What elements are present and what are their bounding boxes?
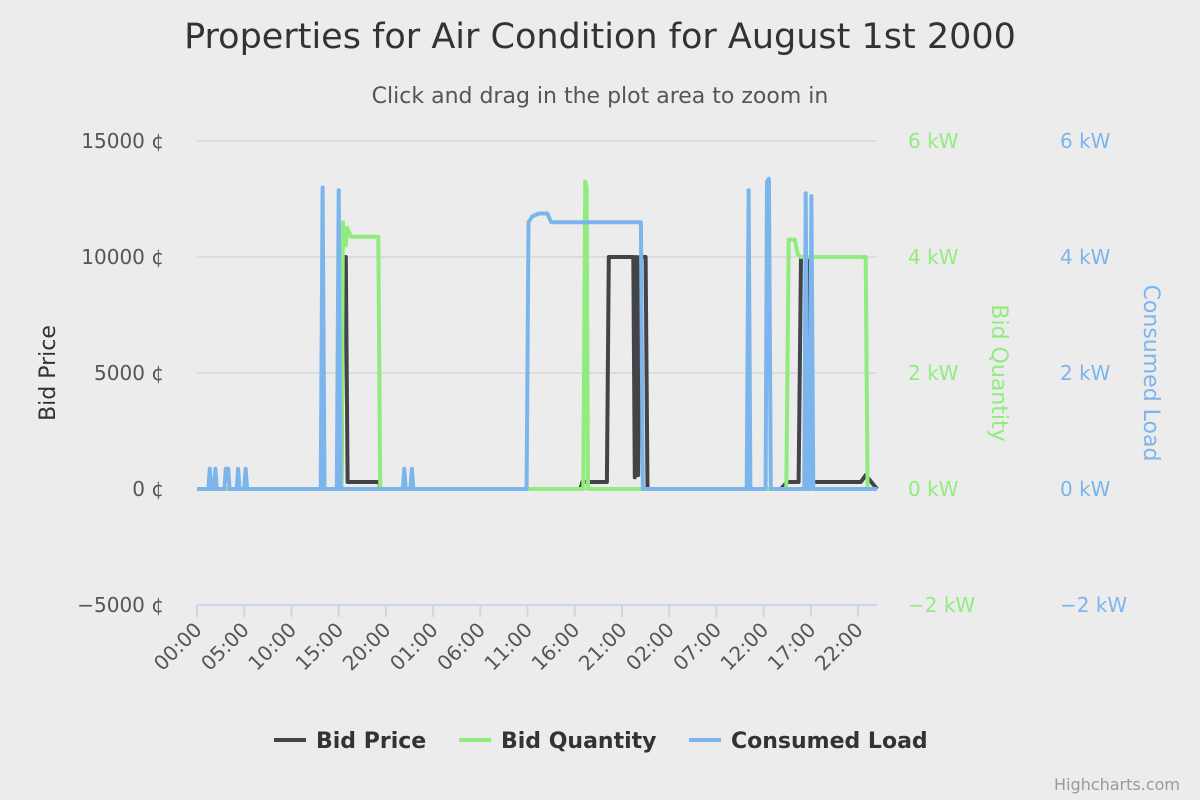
bid-quantity-tick-label: 0 kW — [908, 477, 959, 501]
series-line-consumed-load[interactable] — [197, 176, 877, 491]
bid-quantity-tick-label: 4 kW — [908, 245, 959, 269]
series-line-bid-quantity[interactable] — [197, 179, 877, 491]
legend-label-consumed-load: Consumed Load — [731, 729, 928, 754]
bid-price-tick-label: −5000 ¢ — [77, 593, 164, 617]
consumed-load-tick-label: 4 kW — [1060, 245, 1111, 269]
consumed-load-tick-label: 2 kW — [1060, 361, 1111, 385]
bid-quantity-axis-ticks: 6 kW 4 kW 2 kW 0 kW −2 kW — [908, 129, 975, 617]
consumed-load-tick-label: 0 kW — [1060, 477, 1111, 501]
consumed-load-tick-label: 6 kW — [1060, 129, 1111, 153]
legend-item-bid-quantity[interactable]: Bid Quantity — [459, 729, 657, 754]
bid-price-tick-label: 10000 ¢ — [81, 245, 164, 269]
bid-price-tick-label: 15000 ¢ — [81, 129, 164, 153]
consumed-load-tick-label: −2 kW — [1060, 593, 1127, 617]
bid-quantity-tick-label: 2 kW — [908, 361, 959, 385]
legend-label-bid-price: Bid Price — [316, 729, 426, 754]
bid-quantity-axis-title: Bid Quantity — [986, 304, 1011, 441]
legend-item-bid-price[interactable]: Bid Price — [274, 729, 426, 754]
bid-price-axis-ticks: 15000 ¢ 10000 ¢ 5000 ¢ 0 ¢ −5000 ¢ — [77, 129, 164, 617]
chart-title: Properties for Air Condition for August … — [184, 17, 1016, 57]
bid-quantity-tick-label: −2 kW — [908, 593, 975, 617]
legend: Bid Price Bid Quantity Consumed Load — [274, 729, 928, 754]
bid-price-tick-label: 5000 ¢ — [94, 361, 164, 385]
legend-item-consumed-load[interactable]: Consumed Load — [689, 729, 928, 754]
bid-price-tick-label: 0 ¢ — [132, 477, 164, 501]
chart-subtitle: Click and drag in the plot area to zoom … — [372, 84, 829, 109]
legend-label-bid-quantity: Bid Quantity — [501, 729, 657, 754]
series-layer[interactable] — [197, 176, 879, 491]
consumed-load-axis-title: Consumed Load — [1138, 285, 1163, 462]
credits-link[interactable]: Highcharts.com — [1054, 775, 1180, 794]
bid-quantity-tick-label: 6 kW — [908, 129, 959, 153]
bid-price-axis-title: Bid Price — [36, 325, 61, 421]
consumed-load-axis-ticks: 6 kW 4 kW 2 kW 0 kW −2 kW — [1060, 129, 1127, 617]
